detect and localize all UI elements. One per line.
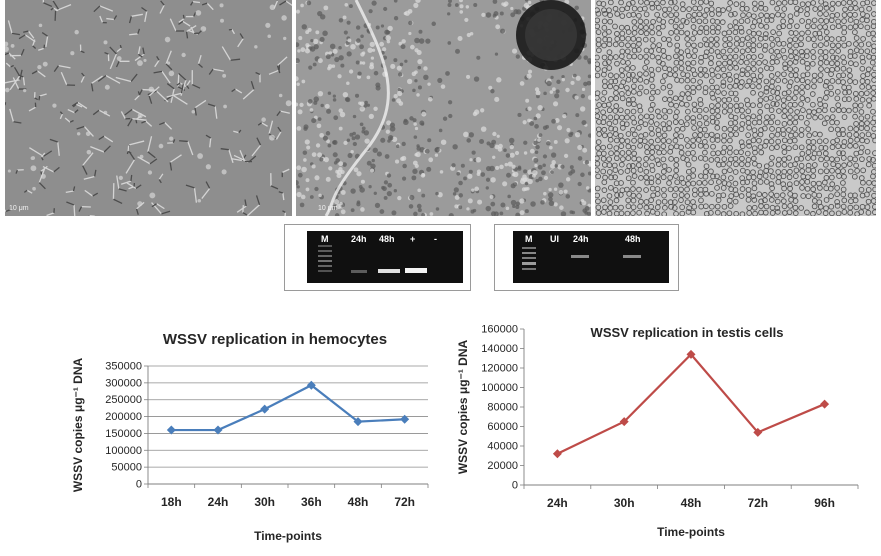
x-tick-label: 48h [348,495,369,509]
y-tick-label: 150000 [105,428,142,440]
y-tick-label: 250000 [105,394,142,406]
data-point-marker [306,380,316,390]
cell-bodies [5,3,292,207]
series-line [171,383,405,432]
cell-texture [5,0,292,216]
chart-testis: WSSV replication in testis cells 0 20000 40… [452,310,872,550]
y-tick-label: 0 [512,480,518,492]
gel-lane-label-uninfected: UI [550,234,559,244]
x-tick-label: 48h [681,496,702,510]
chart-testis-svg: WSSV replication in testis cells 0 20000 40… [456,324,859,539]
y-tick-label: 20000 [487,460,518,472]
x-tick-label: 72h [394,495,415,509]
chart-hemocytes: WSSV replication in hemocytes 0 50000 10000… [70,318,440,550]
gel-left-frame: M 24h 48h + - [284,224,471,291]
data-point-marker [166,425,176,435]
ladder-lane [522,247,536,270]
y-tick-label: 40000 [487,441,518,453]
chart-title: WSSV replication in testis cells [591,325,784,340]
x-tick-label: 24h [547,496,568,510]
ladder-lane [318,245,332,272]
band-24h [571,255,589,258]
y-tick-label: 100000 [481,382,518,394]
x-tick-label: 30h [254,495,275,509]
cell-texture [595,0,876,216]
data-point-marker [820,399,830,409]
gel-left-image: M 24h 48h + - [307,231,463,283]
data-point-marker [353,417,363,427]
y-tick-label: 140000 [481,343,518,355]
x-tick-label: 18h [161,495,182,509]
gel-left-bands [318,245,427,273]
micrograph-hemocyte-culture: 10 μm [5,0,292,216]
gel-lane-label-24h: 24h [573,234,589,244]
micrograph-testis-cells [595,0,876,216]
gel-lane-label-48h: 48h [379,234,395,244]
gel-lane-label-negative: - [434,234,437,244]
gel-lane-label-positive: + [410,234,416,244]
data-point-marker [619,417,629,427]
micrograph-image [595,0,876,216]
y-tick-label: 300000 [105,377,142,389]
band-48h [378,269,400,273]
y-tick-label: 200000 [105,411,142,423]
y-tick-label: 50000 [111,462,142,474]
x-axis-label: Time-points [254,529,322,543]
gel-lane-label-marker: M [525,234,533,244]
scale-bar-label: 10 μm [9,205,29,212]
y-tick-label: 0 [136,479,142,491]
x-tick-label: 24h [208,495,229,509]
x-tick-label: 30h [614,496,635,510]
data-point-marker [260,404,270,414]
data-point-marker [400,414,410,424]
gel-right-image: M UI 24h 48h [513,231,669,283]
micrograph-infected-culture: 10 μm [296,0,591,216]
y-axis-label: WSSV copies μg⁻¹ DNA [71,357,85,492]
data-point-marker [213,425,223,435]
y-tick-label: 80000 [487,402,518,414]
gel-lane-label-marker: M [321,234,329,244]
y-tick-label: 350000 [105,361,142,373]
cell-texture [296,0,591,216]
y-tick-label: 120000 [481,363,518,375]
gel-lane-label-24h: 24h [351,234,367,244]
crack-line [324,0,390,216]
y-tick-label: 60000 [487,421,518,433]
band-48h [623,255,641,258]
data-point-marker [753,427,763,437]
chart-title: WSSV replication in hemocytes [163,331,387,348]
data-point-marker [686,349,696,359]
x-tick-label: 96h [814,496,835,510]
x-axis-label: Time-points [657,525,725,539]
band-positive [405,268,427,273]
gel-lane-label-48h: 48h [625,234,641,244]
y-axis-label: WSSV copies μg⁻¹ DNA [456,339,470,474]
x-tick-label: 36h [301,495,322,509]
series-line [556,352,826,455]
x-tick-label: 72h [747,496,768,510]
micrograph-image [296,0,591,216]
y-tick-label: 100000 [105,445,142,457]
scale-bar-label: 10 μm [318,205,338,212]
y-tick-label: 160000 [481,324,518,336]
micrograph-image [5,0,292,216]
chart-hemocytes-svg: WSSV replication in hemocytes 0 50000 10000… [71,331,429,543]
gel-right-frame: M UI 24h 48h [494,224,679,291]
data-point-marker [552,449,562,459]
gel-right-bands [522,247,641,270]
band-24h [351,270,367,273]
